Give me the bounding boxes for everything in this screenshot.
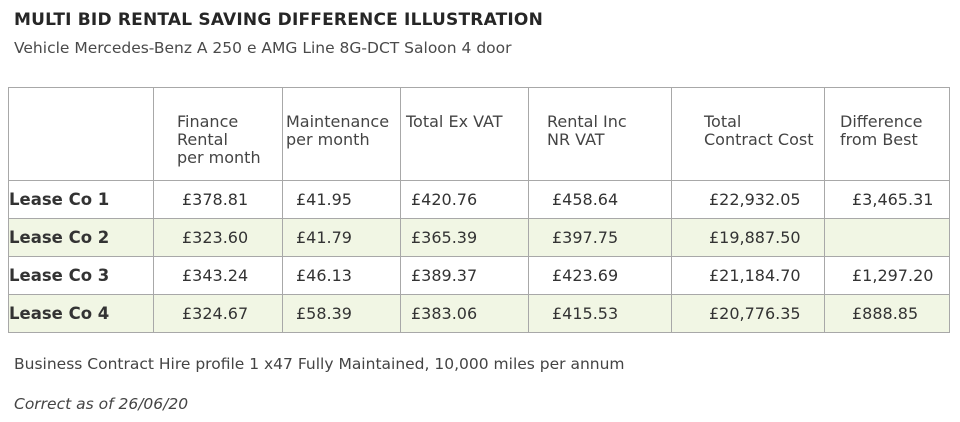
company-name: Lease Co 4 <box>8 294 154 333</box>
total-contract-cost-cell: £20,776.35 <box>671 294 825 333</box>
correct-as-of-date: Correct as of 26/06/20 <box>14 395 189 413</box>
header-finance-rental: Finance Rental per month <box>153 87 283 181</box>
total-contract-cost-cell: £22,932.05 <box>671 180 825 219</box>
total-ex-vat-cell: £383.06 <box>400 294 529 333</box>
difference-cell: £3,465.31 <box>824 180 950 219</box>
finance-rental-cell: £324.67 <box>153 294 283 333</box>
total-ex-vat-cell: £420.76 <box>400 180 529 219</box>
maintenance-cell: £58.39 <box>282 294 401 333</box>
difference-cell: £1,297.20 <box>824 256 950 295</box>
maintenance-cell: £41.79 <box>282 218 401 257</box>
table-row: Lease Co 3 £343.24 £46.13 £389.37 £423.6… <box>8 256 950 295</box>
total-ex-vat-cell: £365.39 <box>400 218 529 257</box>
difference-cell <box>824 218 950 257</box>
rental-inc-nr-vat-cell: £397.75 <box>528 218 672 257</box>
table-header-row: Finance Rental per month Maintenance per… <box>8 87 950 181</box>
header-total-contract-cost: Total Contract Cost <box>671 87 825 181</box>
difference-cell: £888.85 <box>824 294 950 333</box>
rental-inc-nr-vat-cell: £415.53 <box>528 294 672 333</box>
finance-rental-cell: £323.60 <box>153 218 283 257</box>
maintenance-cell: £41.95 <box>282 180 401 219</box>
finance-rental-cell: £378.81 <box>153 180 283 219</box>
company-name: Lease Co 1 <box>8 180 154 219</box>
table-row: Lease Co 2 £323.60 £41.79 £365.39 £397.7… <box>8 218 950 257</box>
contract-profile-note: Business Contract Hire profile 1 x47 Ful… <box>14 355 625 373</box>
rental-inc-nr-vat-cell: £423.69 <box>528 256 672 295</box>
total-ex-vat-cell: £389.37 <box>400 256 529 295</box>
table-row: Lease Co 1 £378.81 £41.95 £420.76 £458.6… <box>8 180 950 219</box>
company-name: Lease Co 2 <box>8 218 154 257</box>
finance-rental-cell: £343.24 <box>153 256 283 295</box>
company-name: Lease Co 3 <box>8 256 154 295</box>
table-row: Lease Co 4 £324.67 £58.39 £383.06 £415.5… <box>8 294 950 333</box>
header-company <box>8 87 154 181</box>
header-difference-from-best: Difference from Best <box>824 87 950 181</box>
rental-inc-nr-vat-cell: £458.64 <box>528 180 672 219</box>
maintenance-cell: £46.13 <box>282 256 401 295</box>
page-title: MULTI BID RENTAL SAVING DIFFERENCE ILLUS… <box>14 10 544 30</box>
rental-comparison-table: Finance Rental per month Maintenance per… <box>8 87 950 333</box>
header-maintenance: Maintenance per month <box>282 87 401 181</box>
vehicle-subtitle: Vehicle Mercedes-Benz A 250 e AMG Line 8… <box>14 39 512 57</box>
total-contract-cost-cell: £21,184.70 <box>671 256 825 295</box>
total-contract-cost-cell: £19,887.50 <box>671 218 825 257</box>
header-total-ex-vat: Total Ex VAT <box>400 87 529 181</box>
header-rental-inc-nr-vat: Rental Inc NR VAT <box>528 87 672 181</box>
